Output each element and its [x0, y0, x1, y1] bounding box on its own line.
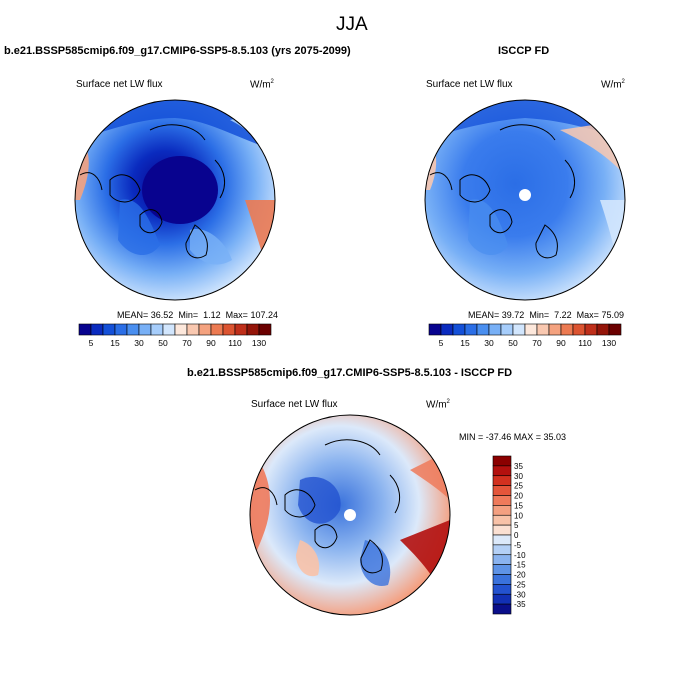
colorbar-swatch [492, 534, 512, 546]
panel1-map [75, 100, 275, 300]
colorbar-tick-label: 50 [508, 338, 518, 348]
colorbar-swatch [548, 323, 562, 336]
colorbar-swatch [536, 323, 550, 336]
colorbar-swatch [492, 495, 512, 506]
colorbar-swatch [492, 475, 512, 486]
colorbar-swatch [258, 323, 272, 336]
colorbar-swatch [198, 323, 212, 336]
colorbar-tick-label: 90 [206, 338, 216, 348]
colorbar-tick-label: 35 [514, 462, 523, 471]
colorbar-tick-label: 0 [514, 531, 519, 540]
colorbar-tick-label: -30 [514, 590, 526, 599]
colorbar-swatch [492, 603, 512, 615]
colorbar-swatch [492, 574, 512, 585]
panel3-variable: Surface net LW flux [251, 399, 338, 410]
colorbar-tick-label: 10 [514, 511, 523, 520]
colorbar-swatch [222, 323, 236, 336]
panel2-colorbar: 5 15 30 50 70 90 110 130 [428, 323, 622, 348]
colorbar-swatch [492, 455, 512, 467]
colorbar-tick-label: 15 [460, 338, 470, 348]
colorbar-swatch [572, 323, 586, 336]
panel2-map [425, 100, 625, 300]
colorbar-tick-label: 30 [514, 472, 523, 481]
colorbar-swatch [440, 323, 454, 336]
colorbar-swatch [114, 323, 128, 336]
colorbar-tick-label: 70 [182, 338, 192, 348]
colorbar-tick-label: 30 [484, 338, 494, 348]
colorbar-tick-label: 15 [514, 501, 523, 510]
colorbar-tick-label: 50 [158, 338, 168, 348]
colorbar-swatch [452, 323, 466, 336]
colorbar-swatch [492, 524, 512, 536]
colorbar-swatch [246, 323, 260, 336]
colorbar-tick-label: 5 [439, 338, 444, 348]
page-title: JJA [336, 14, 368, 35]
panel3-map [250, 415, 450, 615]
colorbar-tick-label: 15 [110, 338, 120, 348]
colorbar-swatch [126, 323, 140, 336]
colorbar-swatch [492, 485, 512, 496]
colorbar-tick-label: 25 [514, 482, 523, 491]
panel2-units: W/m2 [601, 79, 625, 91]
colorbar-swatch [492, 584, 512, 595]
panel2-stats: MEAN= 39.72 Min= 7.22 Max= 75.09 [468, 310, 624, 320]
panel1-colorbar: 5 15 30 50 70 90 110 130 [78, 323, 272, 348]
colorbar-swatch [186, 323, 200, 336]
panel3-stats: MIN = -37.46 MAX = 35.03 [459, 432, 567, 442]
panel1-stats: MEAN= 36.52 Min= 1.12 Max= 107.24 [117, 310, 278, 320]
colorbar-tick-label: -25 [514, 580, 526, 589]
colorbar-tick-label: 110 [228, 338, 242, 348]
colorbar-swatch [492, 554, 512, 565]
colorbar-tick-label: -35 [514, 600, 526, 609]
colorbar-swatch [102, 323, 116, 336]
colorbar-swatch [488, 323, 502, 336]
colorbar-tick-label: -15 [514, 561, 526, 570]
colorbar-swatch [608, 323, 622, 336]
colorbar-swatch [492, 465, 512, 477]
colorbar-tick-label: 130 [252, 338, 266, 348]
colorbar-swatch [560, 323, 574, 336]
colorbar-tick-label: 20 [514, 492, 523, 501]
colorbar-tick-label: 5 [514, 521, 519, 530]
colorbar-swatch [492, 514, 512, 526]
colorbar-swatch [428, 323, 442, 336]
panel2-title: ISCCP FD [498, 45, 550, 57]
panel1-units: W/m2 [250, 79, 274, 91]
colorbar-swatch [174, 323, 188, 336]
panel2-variable: Surface net LW flux [426, 79, 513, 90]
colorbar-tick-label: -20 [514, 571, 526, 580]
colorbar-tick-label: 70 [532, 338, 542, 348]
colorbar-swatch [492, 593, 512, 605]
colorbar-swatch [138, 323, 152, 336]
panel3-title: b.e21.BSSP585cmip6.f09_g17.CMIP6-SSP5-8.… [187, 367, 513, 379]
colorbar-swatch [512, 323, 526, 336]
colorbar-swatch [464, 323, 478, 336]
colorbar-swatch [210, 323, 224, 336]
colorbar-swatch [524, 323, 538, 336]
colorbar-tick-label: 5 [89, 338, 94, 348]
colorbar-tick-label: 130 [602, 338, 616, 348]
colorbar-swatch [78, 323, 92, 336]
colorbar-tick-label: -10 [514, 551, 526, 560]
colorbar-swatch [162, 323, 176, 336]
panel3-units: W/m2 [426, 399, 450, 411]
colorbar-tick-label: 90 [556, 338, 566, 348]
panel1-title: b.e21.BSSP585cmip6.f09_g17.CMIP6-SSP5-8.… [4, 45, 351, 57]
colorbar-swatch [596, 323, 610, 336]
colorbar-swatch [234, 323, 248, 336]
colorbar-swatch [150, 323, 164, 336]
colorbar-swatch [492, 544, 512, 556]
colorbar-tick-label: 110 [578, 338, 592, 348]
colorbar-swatch [476, 323, 490, 336]
colorbar-tick-label: -5 [514, 541, 522, 550]
colorbar-swatch [492, 505, 512, 516]
colorbar-swatch [492, 564, 512, 575]
colorbar-swatch [90, 323, 104, 336]
colorbar-tick-label: 30 [134, 338, 144, 348]
colorbar-swatch [584, 323, 598, 336]
panel1-variable: Surface net LW flux [76, 79, 163, 90]
colorbar-swatch [500, 323, 514, 336]
